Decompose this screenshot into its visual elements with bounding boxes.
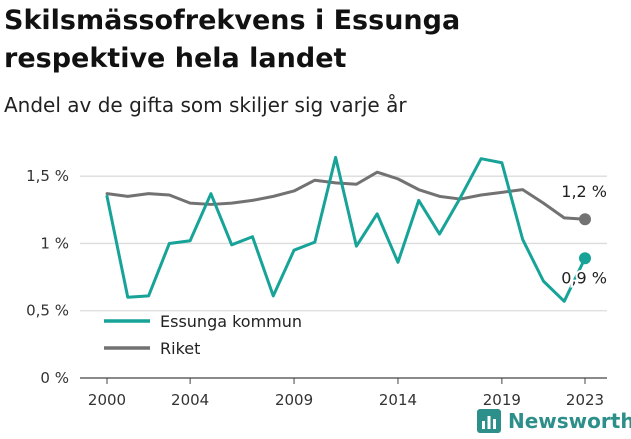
x-tick-label: 2023: [566, 391, 604, 409]
y-tick-label: 0 %: [40, 369, 69, 387]
newsworthy-logo: Newsworthy: [476, 406, 631, 436]
series-lines: [105, 155, 591, 303]
x-tick-label: 2000: [88, 391, 126, 409]
x-tick-label: 2004: [171, 391, 209, 409]
end-value-label: 0,9 %: [561, 268, 607, 287]
series-end-point-essunga-kommun: [579, 252, 591, 265]
x-tick-label: 2009: [275, 391, 313, 409]
end-value-labels: 0,9 % 1,2 %: [559, 180, 609, 289]
brand-name: Newsworthy: [508, 409, 631, 433]
chart-title: Skilsmässofrekvens i Essunga respektive …: [4, 5, 461, 74]
x-axis: 2000 2004 2009 2014 2019 2023: [88, 378, 604, 409]
y-tick-label: 1,5 %: [26, 167, 69, 185]
y-tick-label: 0,5 %: [26, 302, 69, 320]
chart-subtitle: Andel av de gifta som skiljer sig varje …: [4, 93, 407, 117]
legend: Essunga kommun Riket: [104, 312, 302, 358]
x-tick-label: 2019: [483, 391, 521, 409]
series-end-point-riket: [579, 213, 591, 226]
legend-label: Essunga kommun: [160, 312, 302, 331]
legend-label: Riket: [160, 339, 200, 358]
end-value-label: 1,2 %: [561, 182, 607, 201]
series-line-essunga-kommun: [105, 155, 587, 303]
y-axis-labels: 0 % 0,5 % 1 % 1,5 %: [26, 167, 69, 387]
bar-chart-icon: [477, 409, 501, 433]
series-line-riket: [105, 170, 587, 221]
y-tick-label: 1 %: [40, 234, 69, 252]
x-tick-label: 2014: [379, 391, 417, 409]
